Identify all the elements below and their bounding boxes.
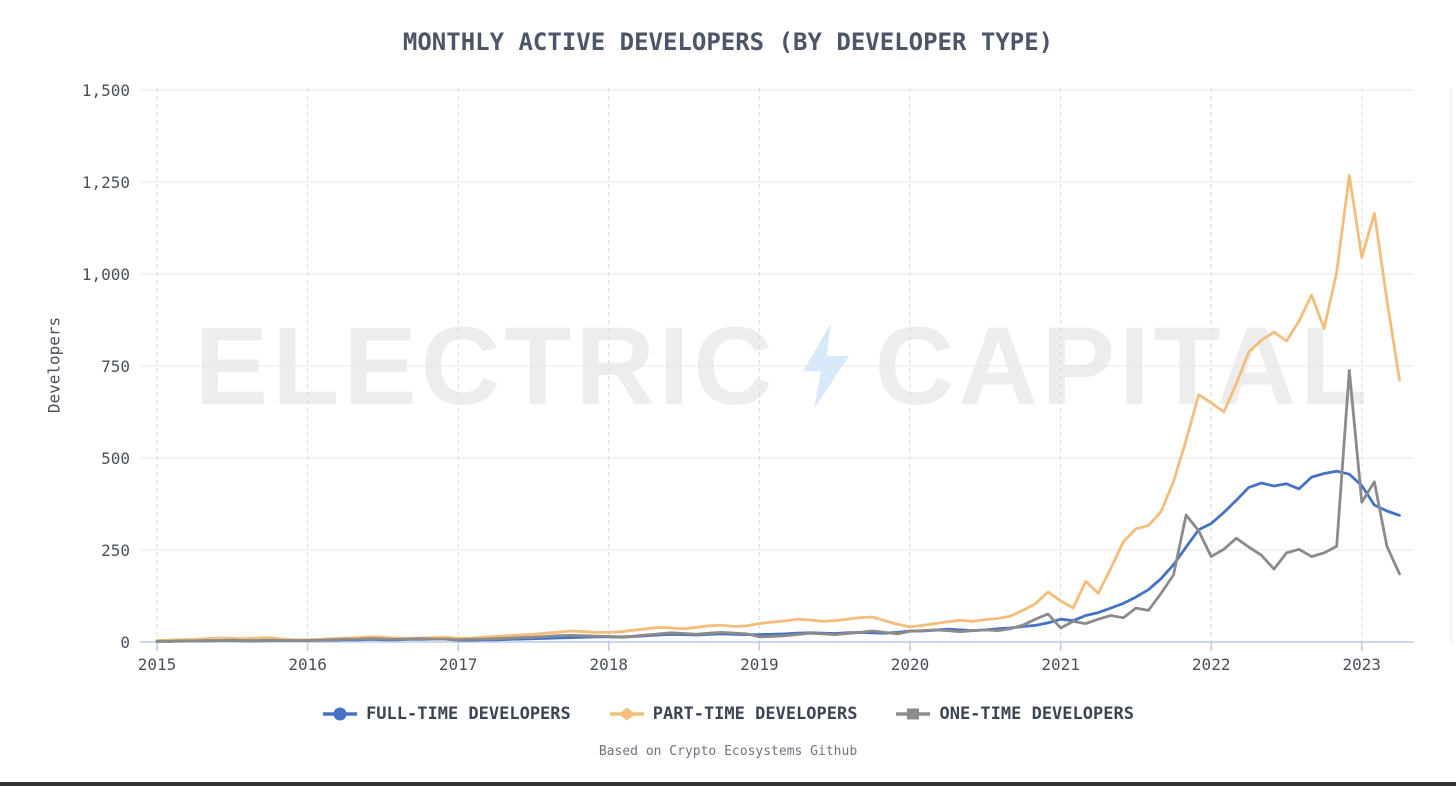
legend-label: FULL-TIME DEVELOPERS <box>366 704 571 724</box>
legend: FULL-TIME DEVELOPERS PART-TIME DEVELOPERS… <box>0 704 1456 724</box>
y-tick-label: 500 <box>101 449 130 468</box>
source-caption: Based on Crypto Ecosystems Github <box>598 744 858 759</box>
x-tick-label: 2016 <box>288 655 327 674</box>
y-tick-label: 250 <box>101 541 130 560</box>
y-tick-label: 750 <box>101 357 130 376</box>
x-tick-label: 2015 <box>138 655 177 674</box>
legend-label: PART-TIME DEVELOPERS <box>652 704 858 724</box>
circle-marker-icon <box>323 707 358 721</box>
bottom-edge-bar <box>0 782 1456 786</box>
x-tick-label: 2019 <box>740 655 779 674</box>
x-tick-label: 2022 <box>1192 655 1231 674</box>
legend-item-one-time[interactable]: ONE-TIME DEVELOPERS <box>895 704 1134 724</box>
x-tick-label: 2018 <box>590 655 629 674</box>
y-tick-label: 1,500 <box>82 81 130 100</box>
diamond-marker-icon <box>609 707 644 721</box>
x-tick-label: 2017 <box>439 655 478 674</box>
y-tick-label: 1,250 <box>82 173 130 192</box>
square-marker-icon <box>896 708 931 720</box>
y-tick-label: 1,000 <box>82 265 130 284</box>
chart-title: MONTHLY ACTIVE DEVELOPERS (BY DEVELOPER … <box>402 28 1054 56</box>
x-tick-label: 2023 <box>1343 655 1382 674</box>
x-tick-label: 2021 <box>1041 655 1080 674</box>
y-tick-label: 0 <box>120 633 130 652</box>
x-tick-label: 2020 <box>891 655 930 674</box>
series-line-one-time <box>155 368 1401 643</box>
legend-label: ONE-TIME DEVELOPERS <box>939 704 1134 724</box>
legend-item-full-time[interactable]: FULL-TIME DEVELOPERS <box>322 704 571 724</box>
legend-item-part-time[interactable]: PART-TIME DEVELOPERS <box>609 704 858 724</box>
series-line-part-time <box>155 173 1401 642</box>
